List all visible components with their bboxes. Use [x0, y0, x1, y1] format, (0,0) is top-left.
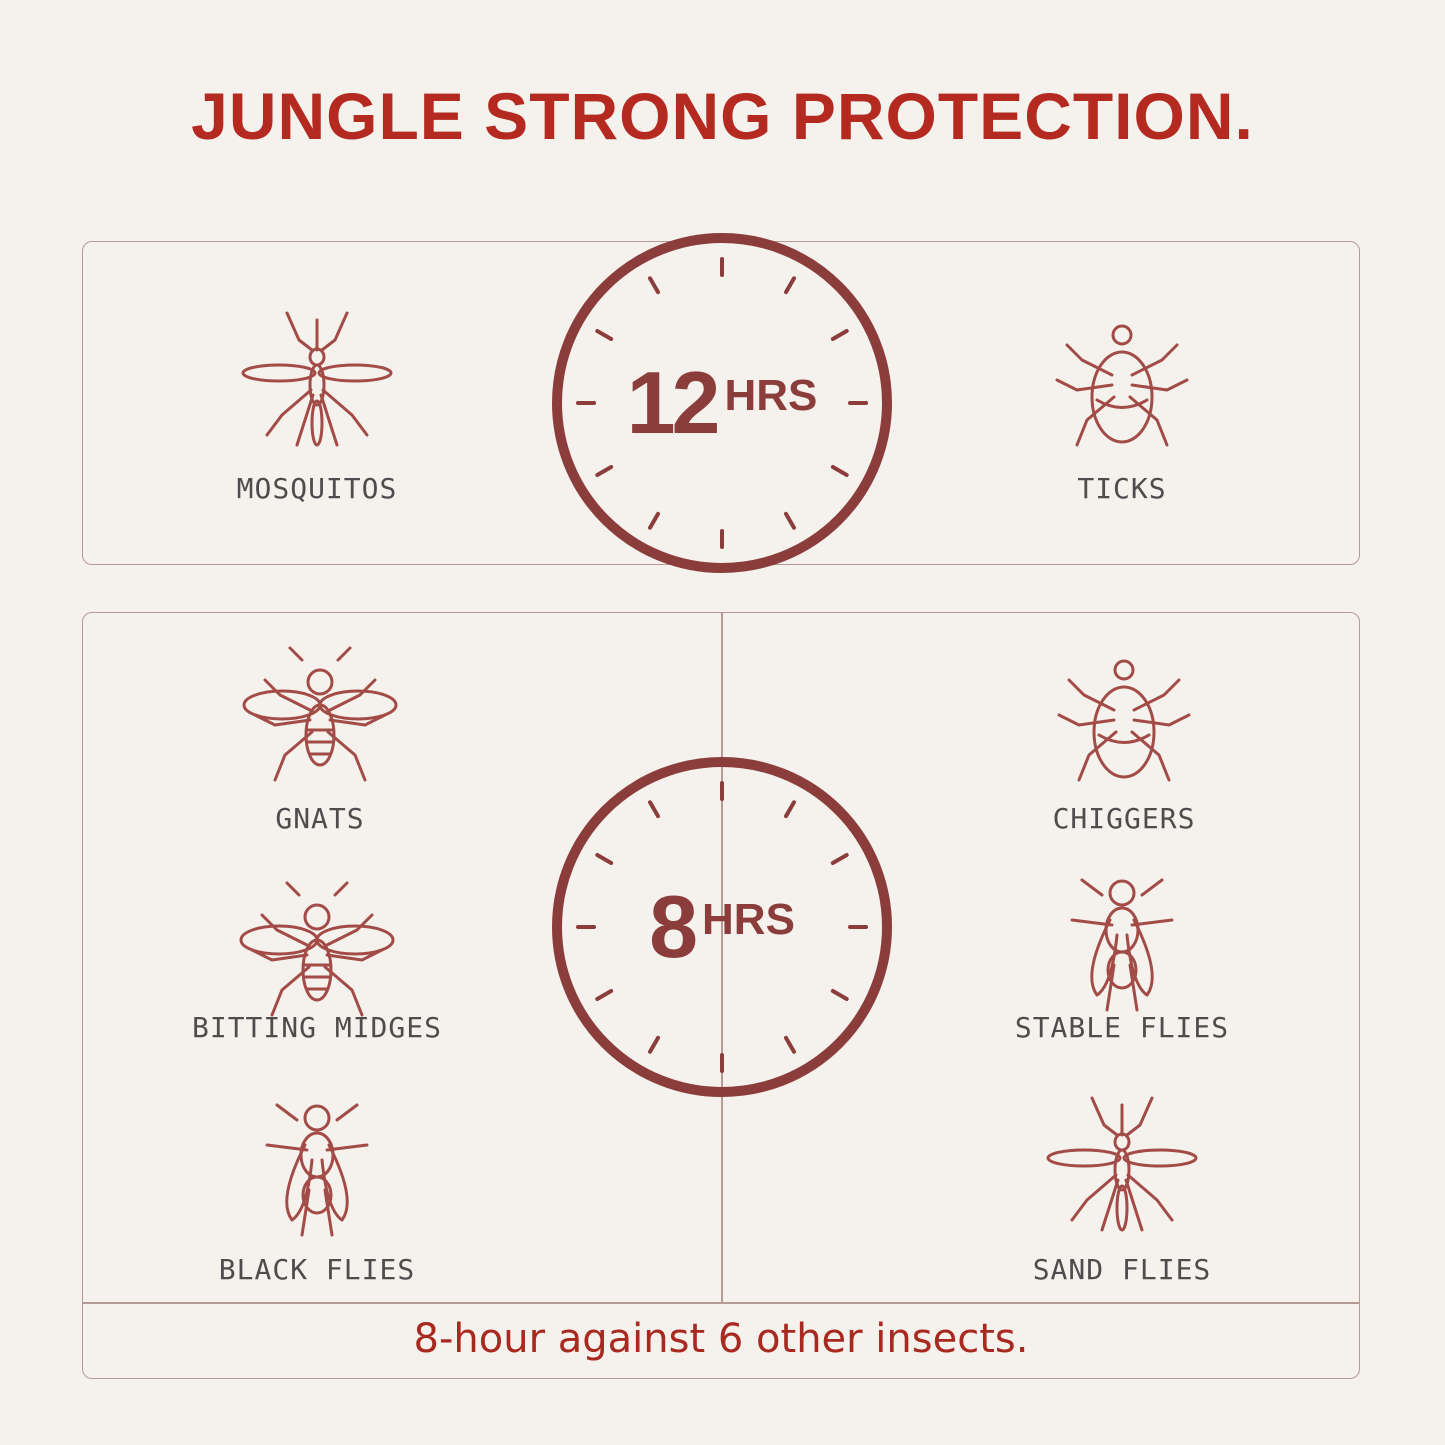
insect-drawing — [1070, 878, 1174, 1012]
stable-fly-icon — [1042, 865, 1202, 1015]
clock-tick — [830, 989, 849, 1001]
footer-note: 8-hour against 6 other insects. — [413, 1316, 1029, 1362]
clock-unit: HRS — [702, 895, 795, 944]
black-fly-icon — [237, 1090, 397, 1240]
clock-value: 12 — [626, 353, 721, 452]
insect-drawing — [265, 1103, 369, 1237]
sand-fly-icon — [1042, 1090, 1202, 1240]
clock-8-hours: 8 HRS — [550, 755, 894, 1099]
clock-tick — [784, 1035, 796, 1054]
insect-drawing — [242, 646, 398, 782]
label-black-flies: BLACK FLIES — [218, 1253, 416, 1286]
clock-tick — [648, 800, 660, 819]
clock-tick — [648, 1035, 660, 1054]
clock-value: 8 — [649, 877, 698, 976]
chigger-icon — [1044, 640, 1204, 790]
label-stable-flies: STABLE FLIES — [1014, 1011, 1230, 1044]
clock-tick — [595, 465, 614, 477]
clock-unit: HRS — [724, 371, 818, 420]
clock-tick — [595, 853, 614, 865]
insect-drawing — [239, 881, 395, 1017]
clock-tick — [595, 989, 614, 1001]
tick-icon — [1042, 305, 1202, 455]
label-gnats: GNATS — [275, 802, 365, 835]
label-bitting-midges: BITTING MIDGES — [191, 1011, 442, 1044]
label-sand-flies: SAND FLIES — [1032, 1253, 1212, 1286]
clock-icon — [552, 233, 892, 573]
clock-icon — [552, 757, 892, 1097]
clock-12-hours: 12 HRS — [550, 231, 894, 575]
clock-tick — [784, 511, 796, 530]
mosquito-icon — [237, 305, 397, 455]
clock-tick — [784, 276, 796, 295]
divider-vertical — [721, 612, 723, 1302]
clock-tick — [648, 511, 660, 530]
page-title: JUNGLE STRONG PROTECTION. — [191, 79, 1254, 153]
gnat-icon — [240, 640, 400, 790]
label-mosquitos: MOSQUITOS — [236, 472, 398, 505]
midge-icon — [237, 875, 397, 1025]
label-chiggers: CHIGGERS — [1052, 802, 1196, 835]
insect-drawing — [241, 311, 393, 447]
clock-tick — [830, 329, 849, 341]
clock-tick — [595, 329, 614, 341]
divider-horizontal — [82, 1302, 1360, 1304]
clock-tick — [784, 800, 796, 819]
label-ticks: TICKS — [1077, 472, 1167, 505]
insect-drawing — [1057, 659, 1191, 782]
clock-tick — [830, 853, 849, 865]
clock-tick — [648, 276, 660, 295]
insect-drawing — [1055, 324, 1189, 447]
clock-tick — [830, 465, 849, 477]
insect-drawing — [1046, 1096, 1198, 1232]
